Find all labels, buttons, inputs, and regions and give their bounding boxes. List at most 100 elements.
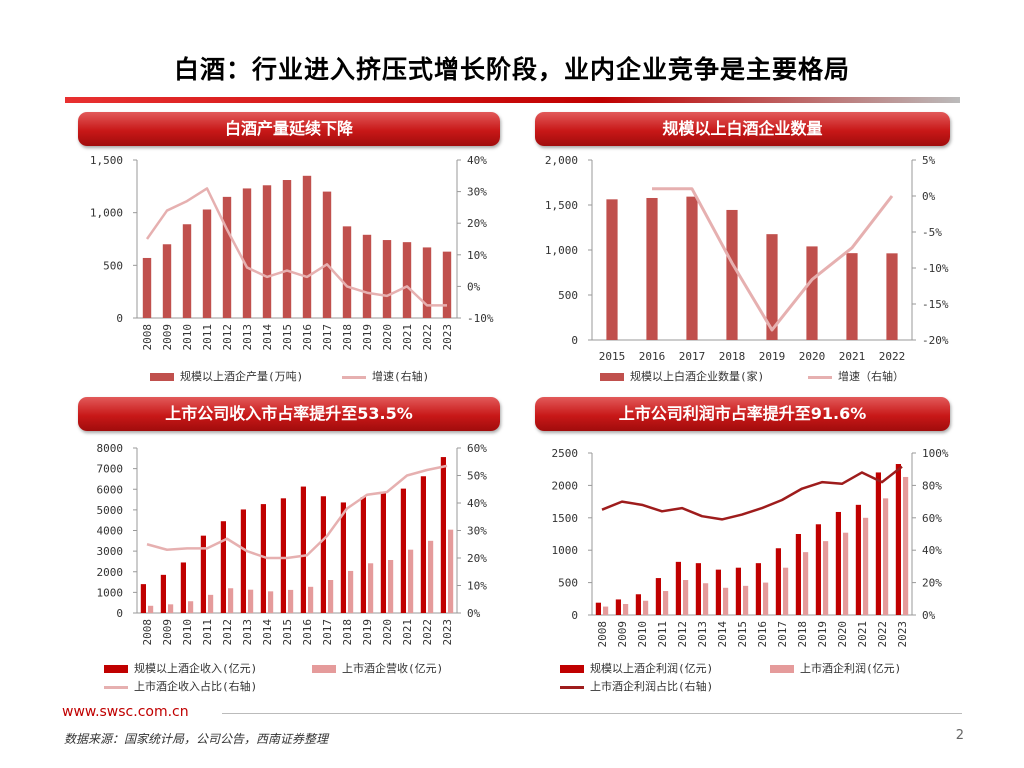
category-label: 2022 — [879, 350, 906, 363]
legend-production: 规模以上酒企产量(万吨) 增速(右轴) — [150, 368, 510, 384]
bar — [803, 552, 809, 615]
bar — [342, 226, 352, 318]
category-label: 2016 — [301, 619, 314, 646]
category-label: 2021 — [839, 350, 866, 363]
bar — [843, 532, 849, 615]
bar — [835, 511, 841, 615]
category-label: 2018 — [796, 621, 809, 648]
bar — [440, 457, 446, 613]
left-tick-label: 500 — [103, 259, 123, 272]
bar — [623, 603, 629, 615]
right-tick-label: 10% — [467, 580, 487, 593]
bar — [683, 580, 689, 615]
right-tick-label: 40% — [467, 154, 487, 167]
bar — [360, 497, 366, 613]
category-label: 2016 — [639, 350, 666, 363]
left-tick-label: 2000 — [97, 566, 124, 579]
bar — [686, 196, 698, 340]
series-line — [146, 464, 448, 560]
bar — [775, 548, 781, 615]
right-tick-label: 20% — [467, 217, 487, 230]
left-tick-label: 2000 — [552, 479, 579, 492]
chart-enterprise-count: 0 500 1,000 1,500 2,000 -20% -15% -10% -5% 0% 5% 20… — [545, 154, 949, 363]
bar — [723, 587, 729, 615]
bar — [846, 253, 858, 340]
bar — [388, 559, 394, 613]
legend-swatch-bar — [312, 665, 336, 673]
legend-swatch-bar — [560, 665, 584, 673]
bar — [635, 594, 641, 615]
bar — [428, 540, 434, 613]
right-tick-label: -5% — [922, 226, 942, 239]
footer-url: www.swsc.com.cn — [62, 704, 189, 720]
legend-label: 规模以上白酒企业数量(家) — [630, 370, 765, 383]
bar — [382, 240, 392, 318]
right-tick-label: 60% — [467, 442, 487, 455]
category-label: 2015 — [736, 621, 749, 648]
legend-label: 规模以上酒企利润(亿元) — [590, 662, 714, 675]
category-label: 2022 — [876, 621, 889, 648]
bar — [655, 578, 661, 615]
bar — [288, 589, 294, 613]
legend-item-count-growth: 增速（右轴） — [808, 368, 904, 384]
bar — [883, 498, 889, 615]
category-label: 2009 — [161, 619, 174, 646]
legend-item-revenue-listed: 上市酒企营收(亿元) — [312, 660, 443, 676]
legend-label: 规模以上酒企产量(万吨) — [180, 370, 304, 383]
bar — [260, 504, 266, 613]
category-label: 2019 — [361, 619, 374, 646]
left-tick-label: 2500 — [552, 447, 579, 460]
right-tick-label: 20% — [922, 577, 942, 590]
chart-revenue-share: 0 1000 2000 3000 4000 5000 6000 7000 8000 0% 10% 20… — [97, 442, 488, 646]
bar — [675, 561, 681, 615]
legend-swatch-line — [342, 375, 366, 379]
left-tick-label: 5000 — [97, 504, 124, 517]
bar — [703, 583, 709, 615]
bar — [448, 529, 454, 613]
bar — [208, 594, 214, 613]
bar — [903, 476, 909, 615]
source-note: 数据来源：国家统计局，公司公告，西南证券整理 — [64, 732, 329, 746]
bar — [755, 563, 761, 615]
bar — [162, 244, 172, 318]
category-label: 2008 — [141, 619, 154, 646]
left-tick-label: 1000 — [552, 544, 579, 557]
bar — [142, 257, 152, 318]
bar — [300, 486, 306, 613]
bar — [222, 196, 232, 318]
category-label: 2021 — [401, 324, 414, 351]
left-tick-label: 0 — [571, 334, 578, 347]
category-label: 2018 — [341, 619, 354, 646]
category-label: 2023 — [896, 621, 909, 648]
category-label: 2012 — [221, 619, 234, 646]
category-label: 2016 — [301, 324, 314, 351]
category-label: 2015 — [281, 324, 294, 351]
category-label: 2015 — [281, 619, 294, 646]
bar — [795, 534, 801, 615]
bar — [766, 234, 778, 340]
right-tick-label: 30% — [467, 186, 487, 199]
bar — [408, 549, 414, 613]
bar — [262, 185, 272, 318]
category-label: 2013 — [241, 324, 254, 351]
chart-production: 0 500 1,000 1,500 -10% 0% 10% 20% 30% 40% 2008 2009… — [90, 154, 494, 351]
legend-label: 增速（右轴） — [838, 370, 904, 383]
footer-divider — [222, 713, 962, 714]
bar — [322, 191, 332, 318]
bar — [606, 199, 618, 340]
category-label: 2019 — [759, 350, 786, 363]
legend-profit-share: 规模以上酒企利润(亿元) 上市酒企利润(亿元) 上市酒企利润占比(右轴) — [560, 660, 960, 696]
bar — [420, 476, 426, 613]
category-label: 2019 — [361, 324, 374, 351]
right-tick-label: -10% — [467, 312, 494, 325]
right-tick-label: 50% — [467, 470, 487, 483]
legend-item-revenue-ratio: 上市酒企收入占比(右轴) — [104, 678, 257, 694]
legend-label: 规模以上酒企收入(亿元) — [134, 662, 258, 675]
bar — [368, 563, 374, 613]
right-tick-label: -20% — [922, 334, 949, 347]
right-tick-label: -10% — [922, 262, 949, 275]
category-label: 2020 — [381, 619, 394, 646]
bar — [886, 253, 898, 340]
left-tick-label: 2,000 — [545, 154, 578, 167]
bar — [663, 591, 669, 615]
